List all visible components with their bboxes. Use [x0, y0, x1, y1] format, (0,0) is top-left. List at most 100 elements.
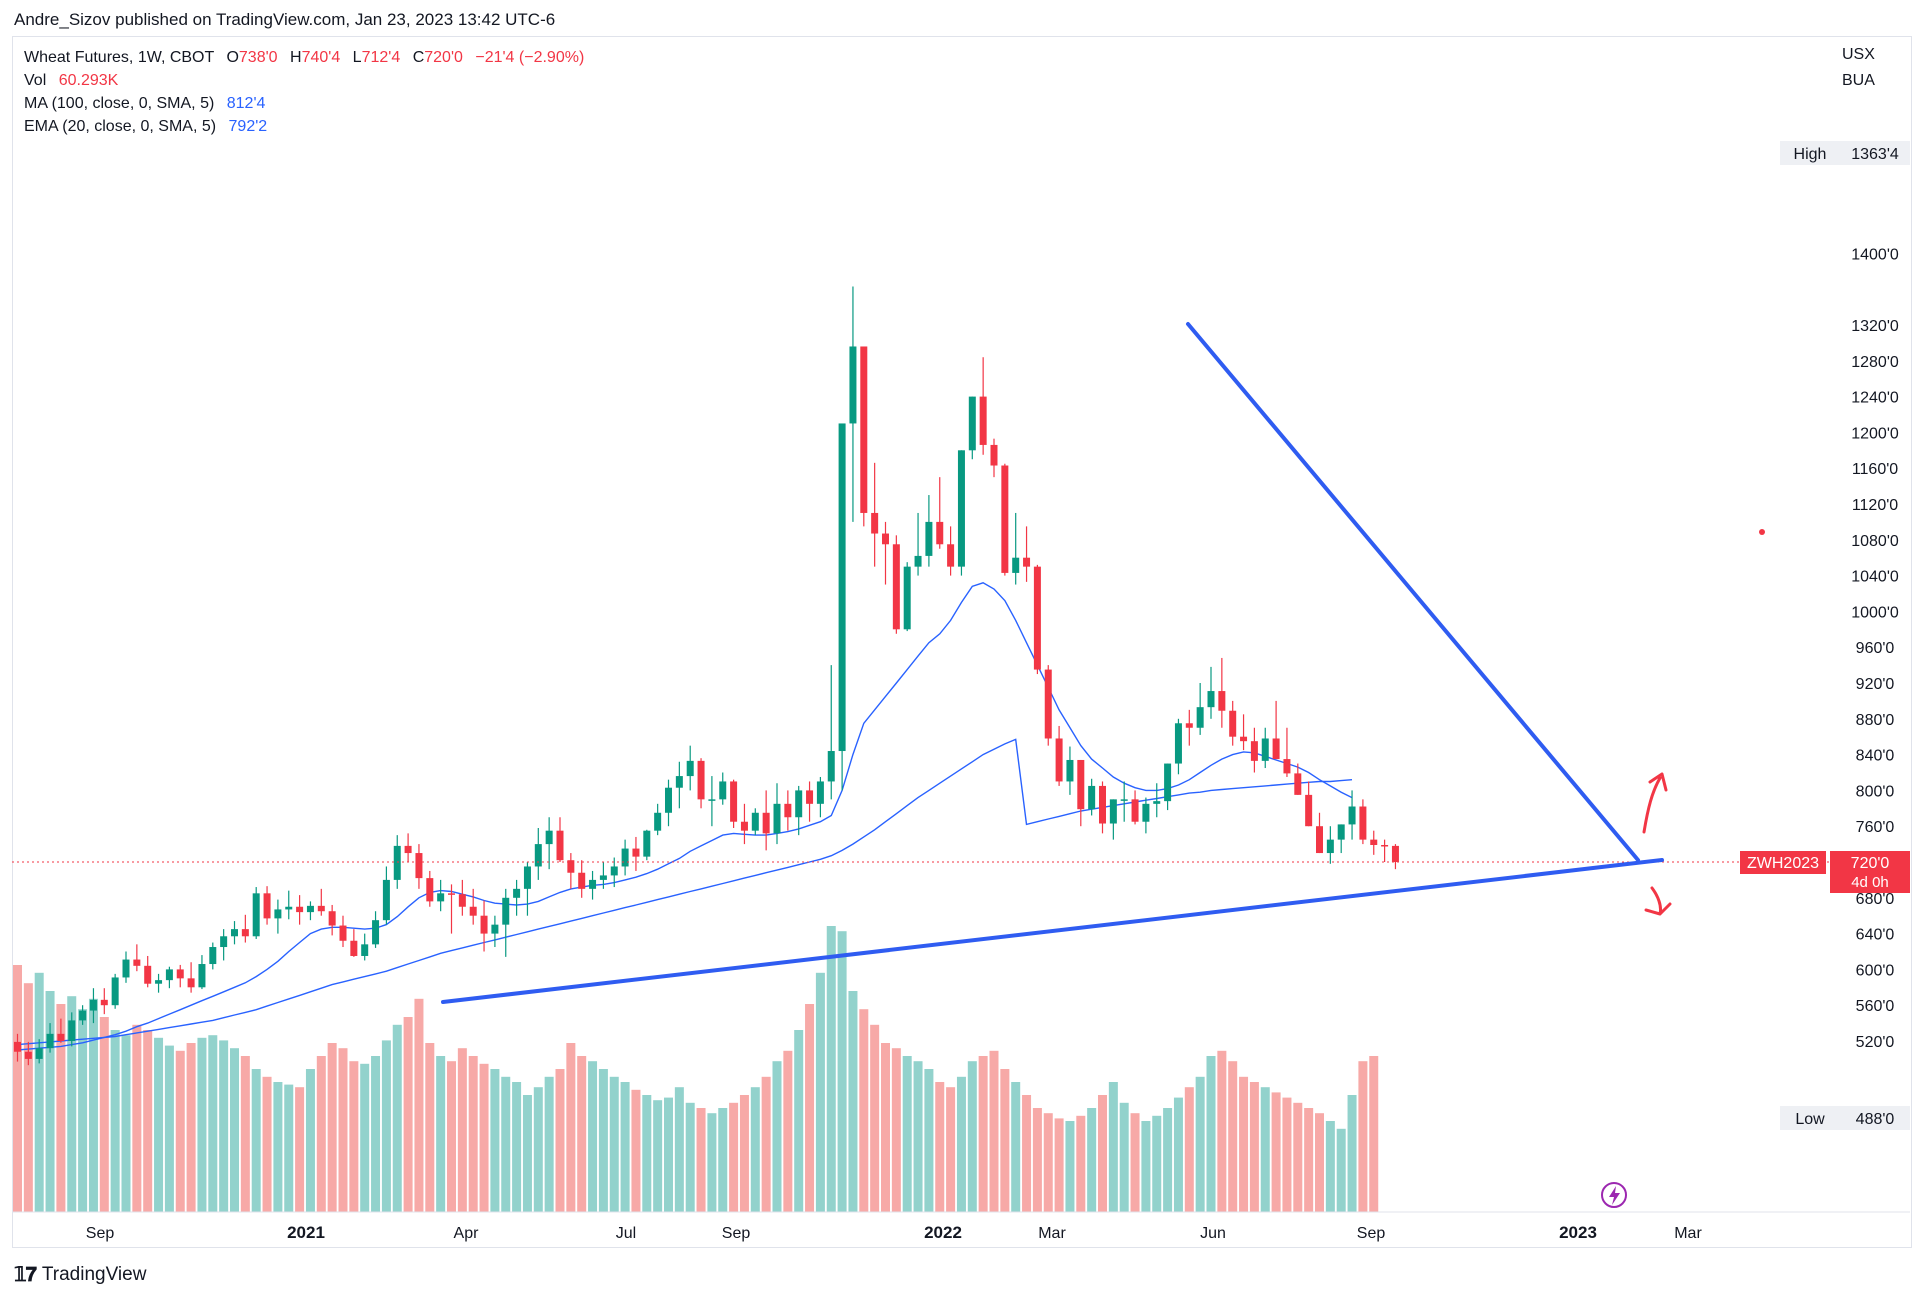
candle-body [1174, 723, 1182, 764]
candle-body [469, 906, 477, 916]
candle-body [317, 905, 325, 912]
time-tick: Jul [616, 1225, 636, 1242]
volume-bar [1325, 1121, 1335, 1212]
price-tick: 880'0 [1856, 712, 1895, 729]
vol-value: 60.293K [58, 72, 119, 89]
candle-body [382, 879, 390, 921]
symbol-name[interactable]: Wheat Futures, 1W, CBOT [24, 49, 214, 66]
candle-body [1196, 707, 1204, 728]
volume-bar [262, 1076, 272, 1212]
candle-body [220, 936, 228, 948]
vol-label[interactable]: Vol [24, 72, 47, 89]
ema-label[interactable]: EMA (20, close, 0, SMA, 5) [24, 118, 217, 135]
volume-bar [707, 1113, 717, 1212]
open-label: O [226, 49, 239, 66]
price-tick: 1120'0 [1852, 497, 1898, 514]
volume-bar [946, 1087, 956, 1212]
tradingview-logo-icon: 𝟙𝟕 [14, 1264, 37, 1286]
high-label-box [1780, 141, 1840, 165]
volume-bar [674, 1087, 684, 1212]
volume-bar [512, 1082, 522, 1212]
candle-body [458, 894, 466, 907]
candle-body [1381, 844, 1389, 847]
price-axis: 1400'0 1320'0 1280'0 1240'0 1200'0 1160'0 1120… [1851, 246, 1899, 1122]
candle-body [578, 872, 586, 889]
volume-bar [1163, 1108, 1173, 1212]
time-tick: 2022 [924, 1223, 962, 1242]
candle-body [14, 1041, 21, 1052]
volume-bar [1098, 1095, 1107, 1212]
volume-bar [750, 1087, 760, 1212]
volume-bar [1249, 1082, 1259, 1212]
volume-bar [251, 1069, 261, 1212]
volume-bar [447, 1061, 456, 1212]
events-lightning-icon[interactable] [1601, 1182, 1627, 1208]
candle-body [1023, 557, 1031, 567]
candle-body [632, 848, 640, 857]
volume-bar [696, 1108, 706, 1212]
candle-body [241, 929, 249, 937]
candle-body [795, 790, 803, 818]
volume-bar [164, 1045, 174, 1212]
volume-bar [1239, 1076, 1249, 1212]
volume-bar [718, 1108, 728, 1212]
volume-bar [88, 998, 98, 1212]
candle-body [1001, 465, 1009, 573]
candle-body [404, 845, 412, 854]
volume-bar [1304, 1108, 1314, 1212]
chart-legend: Wheat Futures, 1W, CBOT O738'0 H740'4 L7… [24, 46, 584, 138]
volume-bar [197, 1037, 207, 1212]
volume-bar [577, 1056, 587, 1212]
ma-label[interactable]: MA (100, close, 0, SMA, 5) [24, 95, 215, 112]
candle-body [523, 866, 531, 889]
time-tick: 2021 [287, 1223, 325, 1242]
candle-body [513, 888, 521, 898]
volume-bar [457, 1048, 467, 1212]
candle-body [806, 790, 814, 804]
candle-body [1229, 710, 1237, 737]
candle-body [1164, 763, 1172, 802]
volume-bar [805, 1004, 815, 1212]
volume-bar [392, 1024, 402, 1212]
volume-bar [349, 1061, 359, 1212]
volume-bar [1260, 1087, 1270, 1212]
price-tick: 1200'0 [1851, 425, 1899, 442]
candle-body [144, 965, 152, 984]
price-tick: 840'0 [1856, 748, 1895, 765]
published-line: Andre_Sizov published on TradingView.com… [14, 10, 556, 29]
tradingview-brand[interactable]: 𝟙𝟕 TradingView [14, 1262, 146, 1287]
volume-bar [989, 1050, 999, 1212]
price-tick: 640'0 [1856, 927, 1895, 944]
high-value: 1363'4 [1851, 146, 1899, 163]
price-tick: 680'0 [1856, 891, 1895, 908]
ma-value: 812'4 [226, 95, 266, 112]
candle-body [784, 803, 792, 818]
candle-body [1142, 803, 1150, 822]
low-label: L [352, 49, 362, 66]
volume-bar [1293, 1102, 1303, 1212]
candle-body [1099, 785, 1106, 824]
candle-body [1153, 801, 1161, 804]
candle-body [567, 860, 575, 873]
price-tick: 1320'0 [1851, 318, 1899, 335]
volume-bar [859, 1009, 869, 1212]
candle-body [665, 787, 672, 813]
candle-body [252, 893, 260, 937]
volume-bar [219, 1040, 229, 1212]
candle-body [545, 830, 553, 845]
volume-bar [544, 1076, 554, 1212]
price-tick: 1160'0 [1852, 461, 1898, 478]
candle-body [306, 905, 314, 913]
candle-body [263, 893, 271, 919]
volume-bar [588, 1061, 598, 1212]
volume-bar [1195, 1076, 1205, 1212]
candle-body [1088, 785, 1096, 810]
volume-bar [13, 965, 22, 1212]
candle-body [925, 521, 933, 556]
volume-bar [1108, 1082, 1118, 1212]
candle-body [621, 848, 629, 867]
candle-body [1305, 794, 1313, 827]
candle-body [1316, 826, 1323, 854]
volume-bar [978, 1056, 988, 1212]
